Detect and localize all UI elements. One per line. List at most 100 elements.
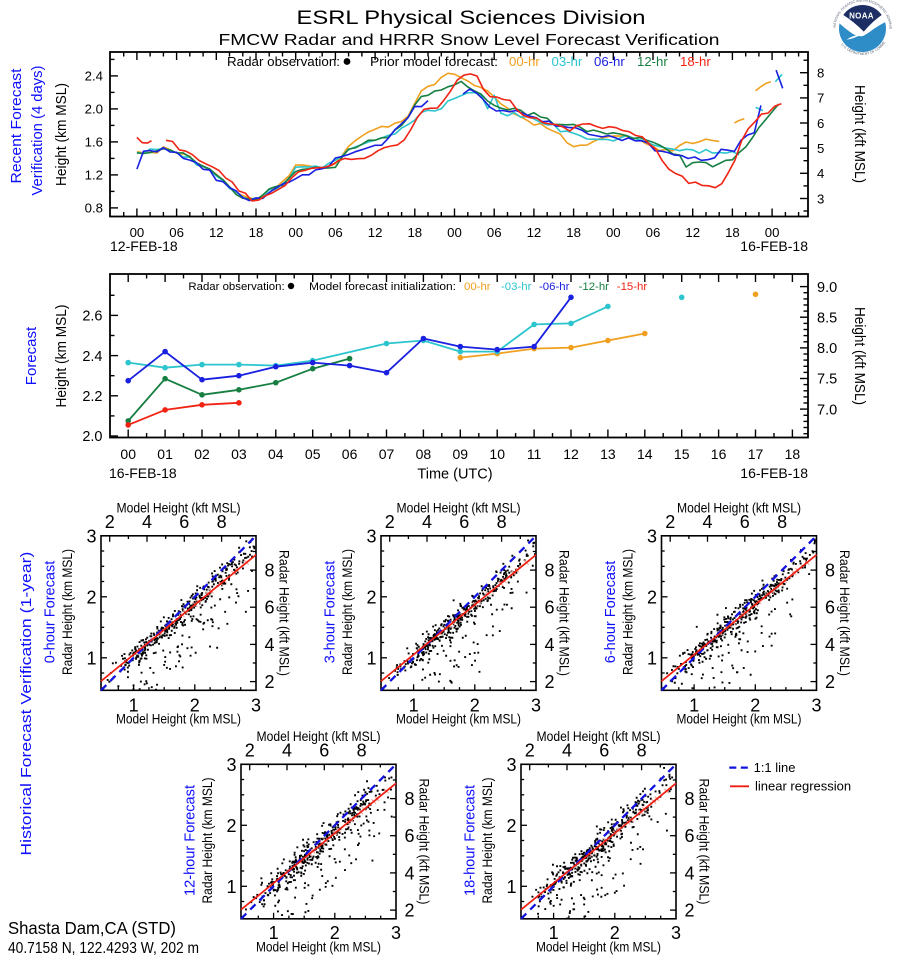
svg-text:3: 3: [817, 191, 824, 206]
svg-text:7: 7: [817, 91, 824, 106]
svg-text:6: 6: [179, 512, 189, 532]
svg-text:1: 1: [549, 923, 559, 943]
svg-text:00: 00: [447, 225, 462, 240]
svg-text:5: 5: [817, 141, 824, 156]
svg-text:2.2: 2.2: [82, 389, 102, 405]
svg-text:linear regression: linear regression: [755, 779, 851, 794]
svg-text:Forecast: Forecast: [23, 326, 40, 385]
svg-text:7.0: 7.0: [817, 402, 837, 418]
svg-text:Model Height (kft MSL): Model Height (kft MSL): [537, 729, 661, 745]
svg-text:10: 10: [489, 446, 505, 462]
svg-text:4: 4: [282, 741, 292, 761]
svg-text:Height (kft MSL): Height (kft MSL): [851, 85, 867, 183]
svg-text:Radar Height (kft MSL): Radar Height (kft MSL): [276, 550, 292, 676]
svg-text:06: 06: [328, 225, 343, 240]
svg-text:4: 4: [817, 166, 824, 181]
svg-text:-03-hr: -03-hr: [501, 281, 532, 293]
svg-text:00: 00: [765, 225, 780, 240]
svg-text:06-hr: 06-hr: [594, 54, 625, 69]
svg-text:12-hr: 12-hr: [637, 54, 668, 69]
svg-text:-15-hr: -15-hr: [617, 281, 648, 293]
svg-text:14: 14: [637, 446, 653, 462]
svg-text:2: 2: [245, 741, 255, 761]
svg-text:4: 4: [404, 863, 414, 883]
svg-text:Radar Height (kft MSL): Radar Height (kft MSL): [836, 550, 852, 676]
svg-text:02: 02: [194, 446, 210, 462]
svg-text:NOAA: NOAA: [849, 11, 874, 20]
svg-text:2: 2: [330, 923, 340, 943]
svg-text:7.5: 7.5: [817, 372, 837, 388]
svg-text:8.0: 8.0: [817, 341, 837, 357]
svg-text:2: 2: [825, 672, 835, 692]
svg-text:8.5: 8.5: [817, 310, 837, 326]
svg-text:2: 2: [190, 696, 200, 716]
svg-text:05: 05: [305, 446, 321, 462]
svg-text:18: 18: [785, 446, 801, 462]
svg-text:12: 12: [209, 225, 224, 240]
svg-text:2: 2: [86, 587, 96, 607]
svg-text:06: 06: [169, 225, 184, 240]
svg-text:2: 2: [684, 901, 694, 921]
svg-text:03-hr: 03-hr: [552, 54, 583, 69]
svg-text:Model forecast initialization:: Model forecast initialization:: [309, 281, 456, 293]
svg-text:00: 00: [120, 446, 136, 462]
svg-text:2.6: 2.6: [82, 309, 102, 325]
svg-text:3: 3: [86, 526, 96, 546]
svg-text:Time (UTC): Time (UTC): [417, 467, 492, 483]
svg-text:8: 8: [404, 789, 414, 809]
svg-text:6: 6: [459, 512, 469, 532]
svg-text:FMCW Radar and HRRR Snow Level: FMCW Radar and HRRR Snow Level Forecast …: [219, 32, 720, 49]
svg-text:8: 8: [825, 561, 835, 581]
svg-text:Radar Height (kft MSL): Radar Height (kft MSL): [556, 550, 572, 676]
svg-text:0.8: 0.8: [85, 201, 103, 216]
svg-text:2: 2: [470, 696, 480, 716]
svg-text:17: 17: [748, 446, 764, 462]
svg-text:11: 11: [527, 446, 542, 462]
svg-text:4: 4: [684, 863, 694, 883]
svg-text:2: 2: [404, 901, 414, 921]
svg-text:Model Height (km MSL): Model Height (km MSL): [677, 712, 802, 728]
svg-text:Radar Height (km MSL): Radar Height (km MSL): [60, 549, 76, 675]
svg-text:2: 2: [366, 587, 376, 607]
svg-text:6-hour Forecast: 6-hour Forecast: [602, 560, 619, 663]
svg-text:Recent Forecast: Recent Forecast: [8, 68, 25, 184]
svg-text:09: 09: [453, 446, 469, 462]
svg-text:6: 6: [817, 116, 824, 131]
svg-text:3-hour Forecast: 3-hour Forecast: [322, 560, 339, 663]
svg-text:13: 13: [600, 446, 616, 462]
svg-text:06: 06: [646, 225, 661, 240]
svg-text:2.4: 2.4: [85, 69, 103, 84]
svg-text:Radar Height (km MSL): Radar Height (km MSL): [340, 549, 356, 675]
svg-text:00: 00: [130, 225, 145, 240]
svg-text:9.0: 9.0: [817, 280, 837, 296]
svg-text:15: 15: [674, 446, 690, 462]
svg-text:6: 6: [740, 512, 750, 532]
svg-text:4: 4: [702, 512, 712, 532]
svg-text:0-hour Forecast: 0-hour Forecast: [42, 560, 59, 663]
svg-text:Model Height (kft MSL): Model Height (kft MSL): [117, 501, 241, 517]
svg-text:4: 4: [544, 635, 554, 655]
svg-text:00: 00: [288, 225, 303, 240]
svg-text:00: 00: [606, 225, 621, 240]
svg-text:Height (kft MSL): Height (kft MSL): [851, 307, 867, 405]
svg-text:2: 2: [226, 816, 236, 836]
svg-text:18-hour Forecast: 18-hour Forecast: [462, 784, 479, 896]
svg-text:-06-hr: -06-hr: [539, 281, 570, 293]
svg-text:Radar observation:: Radar observation:: [227, 54, 340, 69]
svg-text:Radar Height (kft MSL): Radar Height (kft MSL): [696, 779, 712, 905]
svg-text:1: 1: [647, 648, 657, 668]
svg-text:6: 6: [825, 598, 835, 618]
svg-text:2.0: 2.0: [85, 102, 103, 117]
svg-text:06: 06: [487, 225, 502, 240]
svg-text:4: 4: [825, 635, 835, 655]
svg-text:3: 3: [647, 526, 657, 546]
svg-text:3: 3: [506, 755, 516, 775]
svg-text:3: 3: [811, 696, 821, 716]
svg-text:Verification (4 days): Verification (4 days): [29, 66, 46, 196]
svg-text:12: 12: [685, 225, 700, 240]
svg-text:8: 8: [497, 512, 507, 532]
svg-text:1: 1: [226, 877, 236, 897]
svg-text:2: 2: [385, 512, 395, 532]
svg-text:1:1 line: 1:1 line: [754, 760, 796, 775]
svg-text:16-FEB-18: 16-FEB-18: [109, 465, 177, 481]
